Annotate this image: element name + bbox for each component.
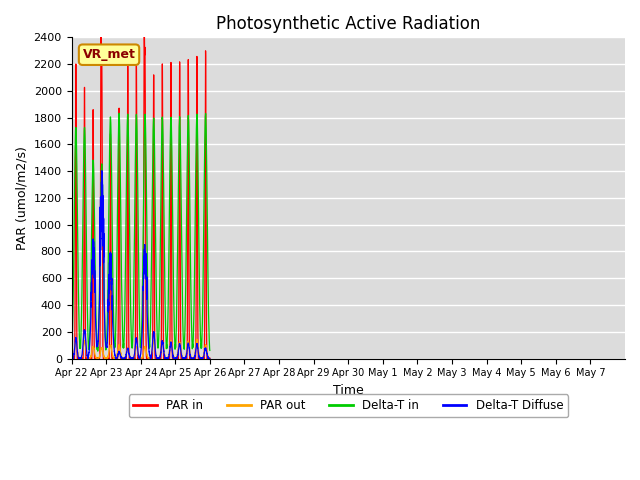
Title: Photosynthetic Active Radiation: Photosynthetic Active Radiation [216,15,481,33]
Y-axis label: PAR (umol/m2/s): PAR (umol/m2/s) [15,146,28,250]
Legend: PAR in, PAR out, Delta-T in, Delta-T Diffuse: PAR in, PAR out, Delta-T in, Delta-T Dif… [129,395,568,417]
X-axis label: Time: Time [333,384,364,397]
Text: VR_met: VR_met [83,48,136,61]
